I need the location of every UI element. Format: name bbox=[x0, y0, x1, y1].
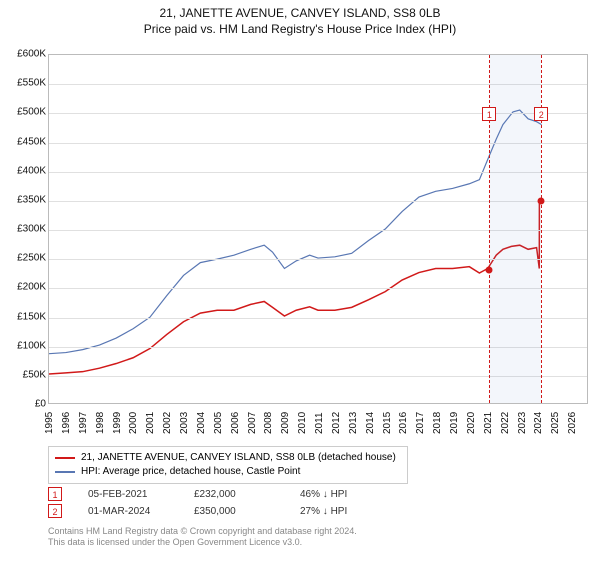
x-axis-label: 2004 bbox=[196, 412, 207, 434]
y-axis-label: £550K bbox=[2, 78, 46, 89]
x-axis-label: 2017 bbox=[415, 412, 426, 434]
x-axis-label: 2026 bbox=[567, 412, 578, 434]
x-axis-label: 2018 bbox=[432, 412, 443, 434]
x-axis-label: 1999 bbox=[112, 412, 123, 434]
y-axis-label: £100K bbox=[2, 340, 46, 351]
y-axis-label: £450K bbox=[2, 136, 46, 147]
legend-swatch bbox=[55, 457, 75, 459]
x-axis-label: 1997 bbox=[78, 412, 89, 434]
x-axis-label: 2007 bbox=[247, 412, 258, 434]
chart-title-line1: 21, JANETTE AVENUE, CANVEY ISLAND, SS8 0… bbox=[0, 6, 600, 22]
series-price_paid bbox=[49, 200, 539, 374]
sale-row-date: 01-MAR-2024 bbox=[88, 506, 168, 517]
x-axis-label: 2015 bbox=[382, 412, 393, 434]
sale-dot bbox=[486, 266, 493, 273]
chart-footer: Contains HM Land Registry data © Crown c… bbox=[48, 526, 588, 548]
x-axis-label: 2009 bbox=[280, 412, 291, 434]
sale-row: 2 01-MAR-2024 £350,000 27% ↓ HPI bbox=[48, 504, 380, 518]
x-axis-label: 2005 bbox=[213, 412, 224, 434]
x-axis-label: 2006 bbox=[230, 412, 241, 434]
x-axis-label: 2003 bbox=[179, 412, 190, 434]
x-axis-label: 2024 bbox=[533, 412, 544, 434]
x-axis-label: 2001 bbox=[145, 412, 156, 434]
sale-row-date: 05-FEB-2021 bbox=[88, 489, 168, 500]
plot-area: 12 bbox=[48, 54, 588, 404]
x-axis-label: 2008 bbox=[263, 412, 274, 434]
sale-row: 1 05-FEB-2021 £232,000 46% ↓ HPI bbox=[48, 487, 380, 501]
x-axis-label: 2002 bbox=[162, 412, 173, 434]
y-axis-label: £0 bbox=[2, 399, 46, 410]
y-axis-label: £250K bbox=[2, 253, 46, 264]
sale-row-price: £232,000 bbox=[194, 489, 274, 500]
x-axis-label: 2022 bbox=[500, 412, 511, 434]
legend-item: HPI: Average price, detached house, Cast… bbox=[55, 465, 401, 479]
chart-title-line2: Price paid vs. HM Land Registry's House … bbox=[0, 22, 600, 36]
x-axis-label: 2021 bbox=[483, 412, 494, 434]
x-axis-label: 1996 bbox=[61, 412, 72, 434]
sale-row-price: £350,000 bbox=[194, 506, 274, 517]
chart-container: { "title_line1": "21, JANETTE AVENUE, CA… bbox=[0, 6, 600, 566]
y-axis-label: £350K bbox=[2, 194, 46, 205]
sale-row-change: 46% ↓ HPI bbox=[300, 489, 380, 500]
y-axis-label: £150K bbox=[2, 311, 46, 322]
legend-label: HPI: Average price, detached house, Cast… bbox=[81, 465, 300, 479]
y-axis-label: £200K bbox=[2, 282, 46, 293]
y-axis-label: £50K bbox=[2, 369, 46, 380]
sales-table: 1 05-FEB-2021 £232,000 46% ↓ HPI 2 01-MAR-202… bbox=[48, 484, 380, 521]
sale-flag: 1 bbox=[482, 107, 496, 121]
footer-line1: Contains HM Land Registry data © Crown c… bbox=[48, 526, 588, 537]
x-axis-label: 2013 bbox=[348, 412, 359, 434]
sale-row-change: 27% ↓ HPI bbox=[300, 506, 380, 517]
y-axis-label: £600K bbox=[2, 49, 46, 60]
x-axis-label: 2016 bbox=[398, 412, 409, 434]
sale-row-index: 2 bbox=[48, 504, 62, 518]
sale-flag: 2 bbox=[534, 107, 548, 121]
legend-box: 21, JANETTE AVENUE, CANVEY ISLAND, SS8 0… bbox=[48, 446, 408, 484]
sale-row-index: 1 bbox=[48, 487, 62, 501]
x-axis-label: 2010 bbox=[297, 412, 308, 434]
x-axis-label: 2011 bbox=[314, 412, 325, 434]
legend-swatch bbox=[55, 471, 75, 473]
legend-item: 21, JANETTE AVENUE, CANVEY ISLAND, SS8 0… bbox=[55, 451, 401, 465]
x-axis-label: 2012 bbox=[331, 412, 342, 434]
x-axis-label: 2000 bbox=[128, 412, 139, 434]
x-axis-label: 2020 bbox=[466, 412, 477, 434]
y-axis-label: £500K bbox=[2, 107, 46, 118]
x-axis-label: 1998 bbox=[95, 412, 106, 434]
sale-dot bbox=[538, 197, 545, 204]
y-axis-label: £400K bbox=[2, 165, 46, 176]
x-axis-label: 2023 bbox=[517, 412, 528, 434]
x-axis-label: 2014 bbox=[365, 412, 376, 434]
x-axis-label: 2019 bbox=[449, 412, 460, 434]
x-axis-label: 2025 bbox=[550, 412, 561, 434]
footer-line2: This data is licensed under the Open Gov… bbox=[48, 537, 588, 548]
legend-label: 21, JANETTE AVENUE, CANVEY ISLAND, SS8 0… bbox=[81, 451, 396, 465]
x-axis-label: 1995 bbox=[44, 412, 55, 434]
y-axis-label: £300K bbox=[2, 224, 46, 235]
